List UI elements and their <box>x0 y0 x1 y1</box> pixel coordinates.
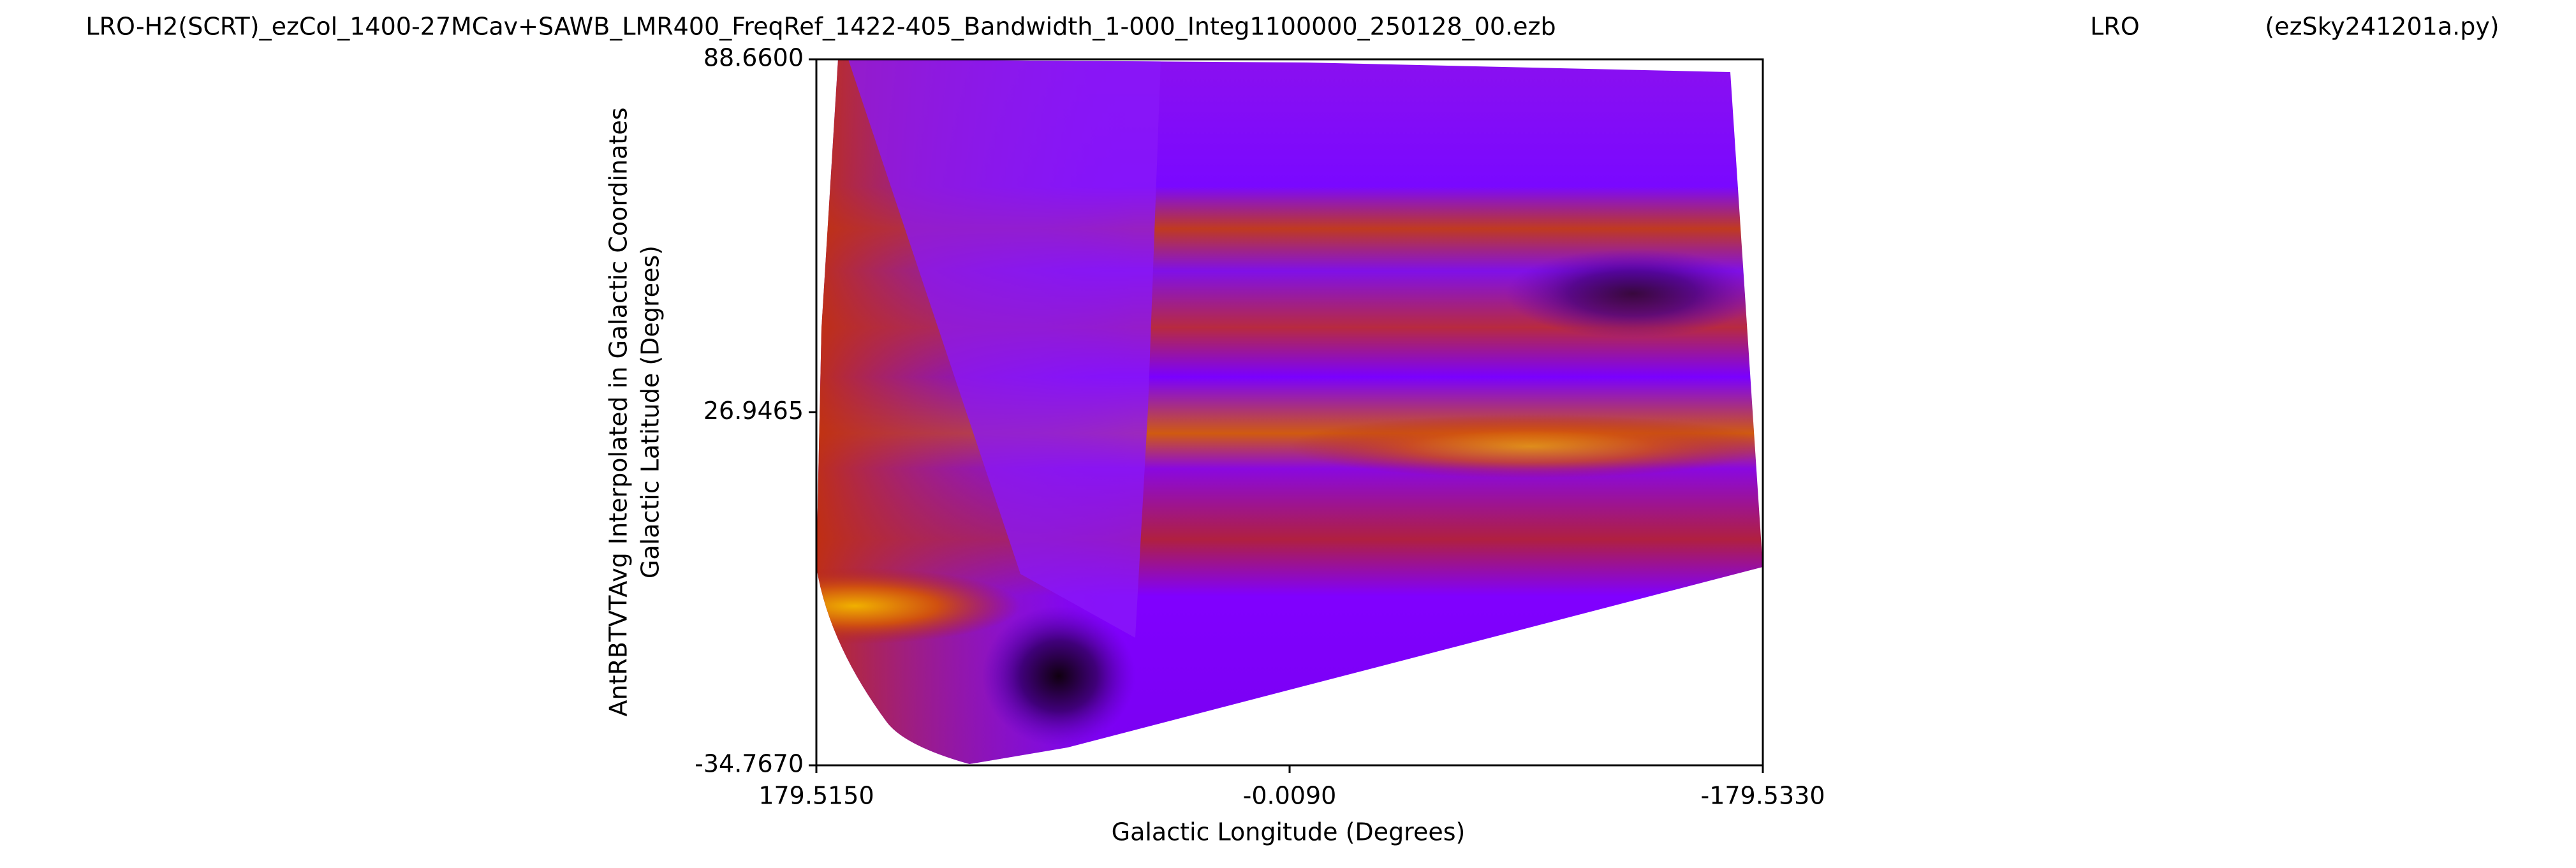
y-tick-label: 26.9465 <box>703 397 804 425</box>
x-tick-label: -0.0090 <box>1243 782 1337 810</box>
chart-title: (ezSky241201a.py) <box>2265 13 2499 41</box>
sky-map <box>816 59 1763 764</box>
x-tick-label: -179.5330 <box>1700 782 1825 810</box>
y-axis-label: AntRBTVTAvg Interpolated in Galactic Coo… <box>605 108 633 717</box>
x-axis-label: Galactic Longitude (Degrees) <box>1112 818 1466 846</box>
y-tick-label: 88.6600 <box>703 44 804 72</box>
y-axis-label: Galactic Latitude (Degrees) <box>637 246 665 578</box>
y-tick-label: -34.7670 <box>695 750 804 778</box>
chart-title: LRO-H2(SCRT)_ezCol_1400-27MCav+SAWB_LMR4… <box>85 13 1556 41</box>
chart-title: LRO <box>2090 13 2139 41</box>
x-tick-label: 179.5150 <box>758 782 874 810</box>
